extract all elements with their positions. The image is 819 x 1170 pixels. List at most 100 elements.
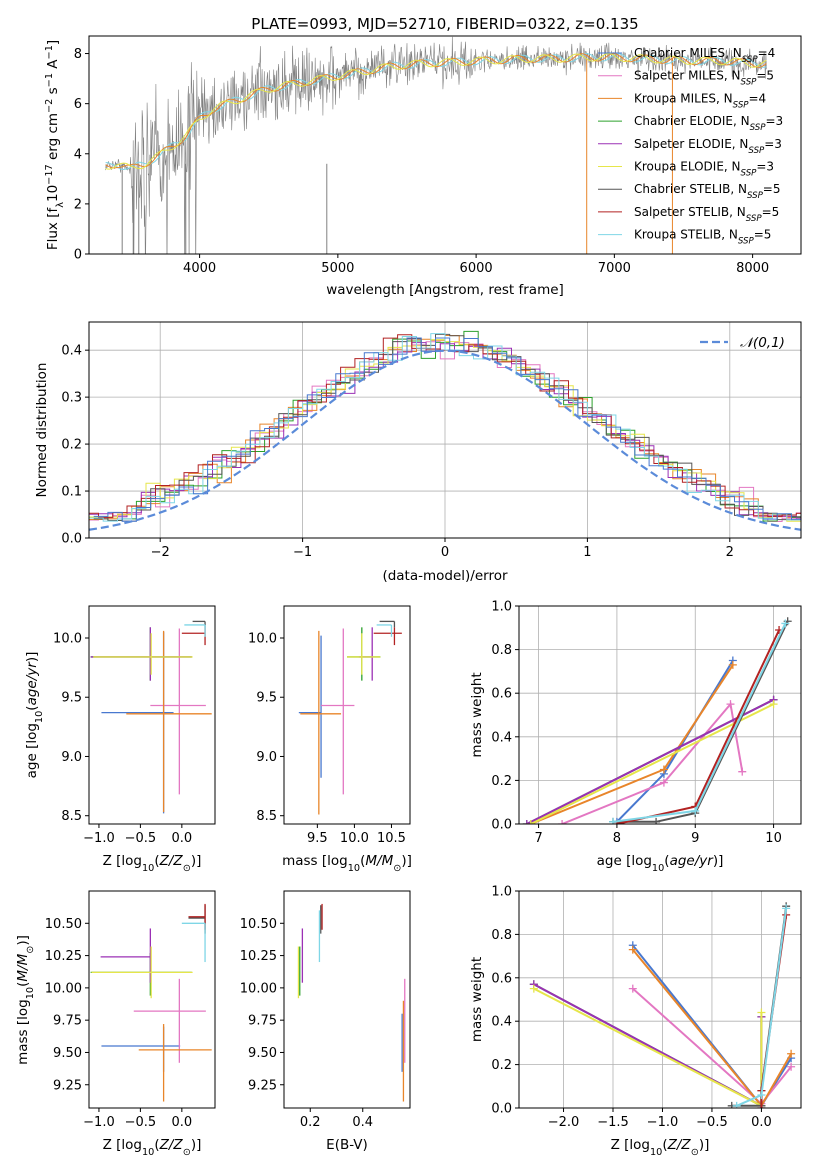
- x-tick-label: 9.5: [307, 831, 328, 846]
- x-tick-label: 4000: [183, 261, 216, 276]
- x-tick-label: 9: [691, 831, 699, 846]
- y-tick-label: 9.50: [248, 1046, 277, 1061]
- axes-weight-vs-age: 7 8 9 10 0.0 0.2 0.4 0.6 0.8 1.0: [491, 600, 802, 846]
- x-tick-label: −1.0: [83, 1115, 115, 1130]
- x-tick-label: 0.0: [171, 1115, 192, 1130]
- weight-marker: [728, 660, 737, 669]
- y-tick-label: 10.25: [45, 949, 82, 964]
- y-tick-label: 9.0: [256, 750, 277, 765]
- weight-line: [533, 987, 763, 1108]
- y-tick-label: 8.5: [256, 809, 277, 824]
- plot-area: [297, 903, 406, 1102]
- weight-marker: [652, 817, 661, 824]
- histogram-step: [93, 333, 801, 522]
- x-tick-label: −1.0: [83, 831, 115, 846]
- legend-entry: Chabrier MILES, NSSP=4: [634, 46, 775, 65]
- x-tick-label: −0.5: [125, 831, 157, 846]
- weight-marker: [726, 700, 735, 709]
- weight-line: [561, 701, 744, 824]
- x-tick-label: 0.0: [751, 1115, 772, 1130]
- x-axis-label: age [log10(age/yr)]: [597, 853, 724, 874]
- weight-line: [616, 659, 734, 823]
- y-tick-label: 0.0: [491, 1102, 512, 1117]
- y-tick-label: 0.4: [61, 344, 82, 359]
- y-tick-label: 8.5: [61, 809, 82, 824]
- plot-area: [90, 903, 212, 1102]
- weight-marker: [529, 984, 538, 993]
- chart-title: PLATE=0993, MJD=52710, FIBERID=0322, z=0…: [251, 15, 638, 33]
- y-tick-label: 9.5: [256, 691, 277, 706]
- legend-entry: Kroupa MILES, NSSP=4: [634, 91, 766, 110]
- axes-frame: [518, 890, 802, 1109]
- weight-marker: [787, 1062, 796, 1071]
- weight-marker: [628, 945, 637, 954]
- axes-frame: [88, 321, 802, 539]
- weight-line: [613, 620, 789, 823]
- legend-entry: Chabrier STELIB, NSSP=5: [634, 182, 781, 201]
- x-tick-label: 0: [441, 545, 449, 560]
- axes-frame: [283, 890, 411, 1109]
- y-tick-label: 0.0: [61, 532, 82, 547]
- axes-frame: [88, 35, 802, 255]
- x-axis-label: (data-model)/error: [382, 568, 508, 584]
- y-tick-label: 10.00: [240, 981, 277, 996]
- x-tick-label: −2.0: [548, 1115, 580, 1130]
- weight-marker: [738, 767, 747, 776]
- weight-line: [526, 698, 775, 824]
- y-tick-label: 0.3: [61, 391, 82, 406]
- weight-marker: [609, 817, 617, 824]
- weight-marker: [659, 778, 668, 787]
- y-tick-label: 10.50: [45, 917, 82, 932]
- x-tick-label: 0.4: [352, 1115, 373, 1130]
- y-tick-label: 10.00: [45, 981, 82, 996]
- y-tick-label: 0.2: [61, 438, 82, 453]
- weight-marker: [781, 619, 790, 628]
- y-tick-label: 6: [74, 97, 82, 112]
- y-tick-label: 9.75: [53, 1014, 82, 1029]
- y-axis-label: Normed distribution: [34, 363, 50, 498]
- x-tick-label: 7000: [598, 261, 631, 276]
- weight-marker: [757, 1090, 766, 1099]
- legend-entry: Kroupa ELODIE, NSSP=3: [634, 160, 774, 179]
- weight-marker: [691, 806, 700, 815]
- weight-marker: [558, 820, 567, 824]
- legend: 𝒩(0,1): [700, 335, 785, 351]
- x-tick-label: 0.0: [171, 831, 192, 846]
- axes-frame: [518, 605, 802, 825]
- y-tick-label: 0.8: [491, 928, 512, 943]
- weight-line: [530, 703, 775, 824]
- plot-area: [89, 330, 801, 531]
- x-tick-label: −2: [151, 545, 170, 560]
- axes-frame: [283, 605, 411, 825]
- y-tick-label: 9.50: [53, 1046, 82, 1061]
- y-tick-label: 9.25: [53, 1078, 82, 1093]
- x-tick-label: 10.0: [340, 831, 369, 846]
- x-axis-label: Z [log10(Z/Z⊙)]: [611, 1137, 710, 1158]
- x-tick-label: −1: [293, 545, 312, 560]
- plot-area: [298, 620, 402, 815]
- plot-area: [522, 617, 792, 824]
- model-spectrum-line: [105, 52, 767, 171]
- histogram-step: [93, 337, 801, 522]
- y-tick-label: 0.6: [491, 971, 512, 986]
- legend-entry: Salpeter STELIB, NSSP=5: [634, 205, 779, 224]
- weight-marker: [782, 904, 791, 913]
- weight-marker: [522, 820, 531, 824]
- x-tick-label: 8000: [736, 261, 769, 276]
- axes-frame: [88, 890, 216, 1109]
- axes-age-vs-Z: −1.0 −0.5 0.0 8.5 9.0 9.5 10.0: [53, 605, 216, 846]
- y-tick-label: 9.75: [248, 1014, 277, 1029]
- axes-mass-vs-Z: −1.0 −0.5 0.0 9.25 9.50 9.75 10.00 10.25 10.50: [45, 890, 216, 1130]
- plot-area: [105, 36, 767, 254]
- x-tick-label: 0.2: [300, 1115, 321, 1130]
- weight-marker: [628, 984, 637, 993]
- weight-marker: [757, 1104, 766, 1108]
- x-axis-label: wavelength [Angstrom, rest frame]: [326, 282, 564, 298]
- weight-marker: [769, 700, 778, 709]
- x-tick-label: 10: [765, 831, 782, 846]
- axes-residuals: −2 −1 0 1 2 0.0 0.1 0.2 0.3 0.4: [61, 321, 802, 560]
- weight-marker: [659, 765, 668, 774]
- y-axis-label: mass weight: [469, 957, 485, 1042]
- x-tick-label: 10.5: [377, 831, 406, 846]
